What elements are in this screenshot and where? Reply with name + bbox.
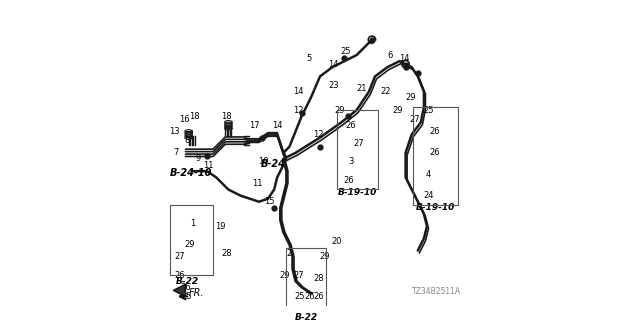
Text: 29: 29 bbox=[280, 271, 290, 280]
Text: 26: 26 bbox=[345, 121, 356, 130]
Bar bbox=[413, 107, 458, 205]
Bar bbox=[337, 110, 378, 189]
Text: 26: 26 bbox=[180, 283, 191, 292]
Text: 28: 28 bbox=[221, 249, 232, 258]
Text: 21: 21 bbox=[356, 84, 367, 93]
Text: 7: 7 bbox=[173, 148, 179, 157]
Text: B-22: B-22 bbox=[175, 277, 198, 286]
Text: 26: 26 bbox=[429, 127, 440, 136]
Text: 27: 27 bbox=[410, 115, 420, 124]
Text: 9: 9 bbox=[195, 155, 200, 164]
Text: 22: 22 bbox=[380, 87, 391, 96]
Text: 4: 4 bbox=[426, 170, 431, 179]
Text: 12: 12 bbox=[293, 106, 304, 115]
Text: 14: 14 bbox=[293, 87, 304, 96]
Text: 27: 27 bbox=[174, 252, 185, 261]
Text: 15: 15 bbox=[264, 197, 275, 206]
Text: 27: 27 bbox=[353, 139, 364, 148]
Text: 14: 14 bbox=[399, 53, 410, 63]
Text: FR.: FR. bbox=[189, 288, 204, 299]
Text: B-24: B-24 bbox=[260, 158, 285, 169]
Text: 18: 18 bbox=[221, 112, 232, 121]
Text: 26: 26 bbox=[344, 176, 355, 185]
Text: 1: 1 bbox=[191, 219, 196, 228]
Text: 24: 24 bbox=[423, 191, 434, 200]
Text: 11: 11 bbox=[252, 179, 262, 188]
Text: B-24-10: B-24-10 bbox=[170, 168, 212, 178]
Text: 25: 25 bbox=[295, 292, 305, 301]
Text: 27: 27 bbox=[293, 271, 304, 280]
Text: 26: 26 bbox=[429, 148, 440, 157]
Text: 26: 26 bbox=[304, 292, 315, 301]
Text: 12: 12 bbox=[313, 130, 324, 139]
Text: 29: 29 bbox=[405, 93, 415, 102]
Text: 25: 25 bbox=[182, 292, 192, 301]
Text: B-19-10: B-19-10 bbox=[416, 203, 455, 212]
Text: 29: 29 bbox=[185, 240, 195, 249]
Text: 20: 20 bbox=[332, 237, 342, 246]
Text: 28: 28 bbox=[313, 274, 324, 283]
Bar bbox=[286, 248, 326, 315]
Text: 5: 5 bbox=[307, 53, 312, 63]
Text: 17: 17 bbox=[249, 121, 260, 130]
Text: 10: 10 bbox=[258, 157, 269, 166]
Text: 6: 6 bbox=[388, 51, 393, 60]
Text: 14: 14 bbox=[272, 121, 282, 130]
Text: TZ34B2511A: TZ34B2511A bbox=[412, 287, 461, 296]
Text: 13: 13 bbox=[170, 127, 180, 136]
Text: 25: 25 bbox=[423, 106, 434, 115]
Text: 16: 16 bbox=[179, 115, 189, 124]
Polygon shape bbox=[173, 284, 186, 296]
Text: 8: 8 bbox=[184, 136, 189, 145]
Text: B-22: B-22 bbox=[294, 313, 318, 320]
Text: 11: 11 bbox=[203, 161, 214, 170]
Text: 2: 2 bbox=[287, 249, 292, 258]
Text: 26: 26 bbox=[313, 292, 324, 301]
Text: 19: 19 bbox=[216, 222, 226, 231]
Text: 3: 3 bbox=[348, 157, 353, 166]
Bar bbox=[170, 205, 213, 275]
Text: B-19-10: B-19-10 bbox=[338, 188, 377, 197]
Text: 29: 29 bbox=[319, 252, 330, 261]
Text: 26: 26 bbox=[174, 271, 185, 280]
Text: 25: 25 bbox=[340, 47, 351, 56]
Text: 29: 29 bbox=[335, 106, 345, 115]
Text: 14: 14 bbox=[328, 60, 339, 69]
Text: 18: 18 bbox=[189, 112, 200, 121]
Text: 29: 29 bbox=[393, 106, 403, 115]
Text: 23: 23 bbox=[328, 81, 339, 90]
